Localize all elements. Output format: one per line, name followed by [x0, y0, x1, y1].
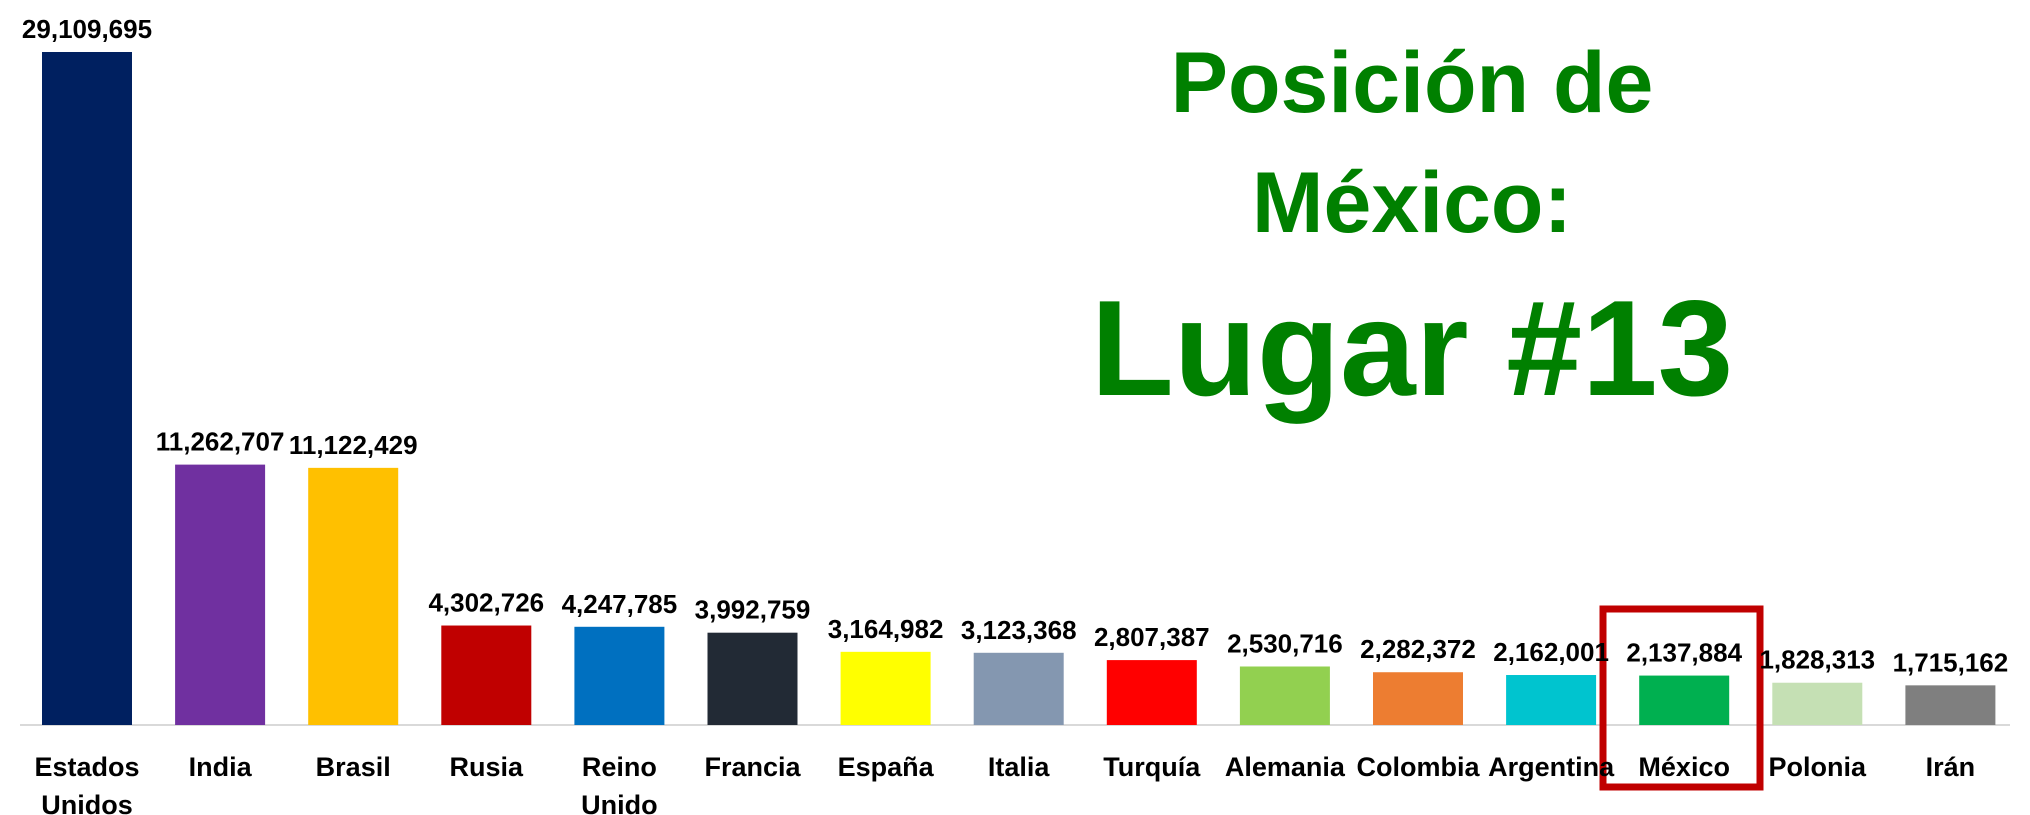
data-label: 4,302,726: [428, 588, 544, 618]
x-tick-label: India: [189, 752, 253, 782]
x-tick-label: Polonia: [1769, 752, 1867, 782]
data-label: 2,282,372: [1360, 634, 1476, 664]
x-tick-label: España: [838, 752, 935, 782]
x-tick-label: Argentina: [1488, 752, 1615, 782]
bar: [175, 464, 266, 725]
x-tick-label: Alemania: [1225, 752, 1346, 782]
bar: [1772, 682, 1863, 725]
data-label: 11,262,707: [156, 427, 285, 457]
x-tick-label: Colombia: [1356, 752, 1480, 782]
data-label: 3,123,368: [961, 615, 1077, 645]
bar: [973, 652, 1064, 725]
bar: [840, 651, 931, 725]
bar: [1106, 660, 1197, 725]
data-label: 3,164,982: [828, 614, 944, 644]
data-label: 2,162,001: [1493, 637, 1609, 667]
annotation: Posición de: [1171, 35, 1654, 131]
data-label: 2,530,716: [1227, 628, 1343, 658]
bar: [1506, 675, 1597, 725]
x-tick-label: Brasil: [316, 752, 391, 782]
x-tick-label: Estados Unidos: [34, 752, 139, 815]
bar: [441, 625, 532, 725]
x-tick-label: México: [1638, 752, 1730, 782]
x-tick-label: Rusia: [450, 752, 525, 782]
x-tick-label: Irán: [1926, 752, 1976, 782]
bar: [42, 52, 132, 725]
data-label: 4,247,785: [562, 589, 678, 619]
bar: [707, 632, 798, 725]
highlight-box: [1599, 605, 1764, 791]
data-label: 3,992,759: [695, 595, 811, 625]
x-tick-label: Turquía: [1103, 752, 1201, 782]
data-label: 1,828,313: [1759, 645, 1875, 675]
bar: [1239, 666, 1330, 725]
data-label: 2,807,387: [1094, 622, 1210, 652]
data-label: 1,715,162: [1893, 647, 2009, 677]
data-label: 29,109,695: [22, 14, 152, 44]
bar: [308, 467, 399, 725]
data-label: 11,122,429: [289, 430, 418, 460]
data-label: 2,137,884: [1626, 638, 1742, 668]
annotation: Lugar #13: [1091, 272, 1733, 424]
bar: [574, 626, 665, 725]
bar: [1905, 685, 1996, 725]
bar: [1373, 672, 1463, 725]
x-tick-label: Reino Unido: [581, 752, 657, 815]
annotation: México:: [1252, 155, 1572, 251]
bar: [1639, 675, 1730, 725]
x-tick-label: Francia: [704, 752, 801, 782]
x-tick-label: Italia: [988, 752, 1051, 782]
